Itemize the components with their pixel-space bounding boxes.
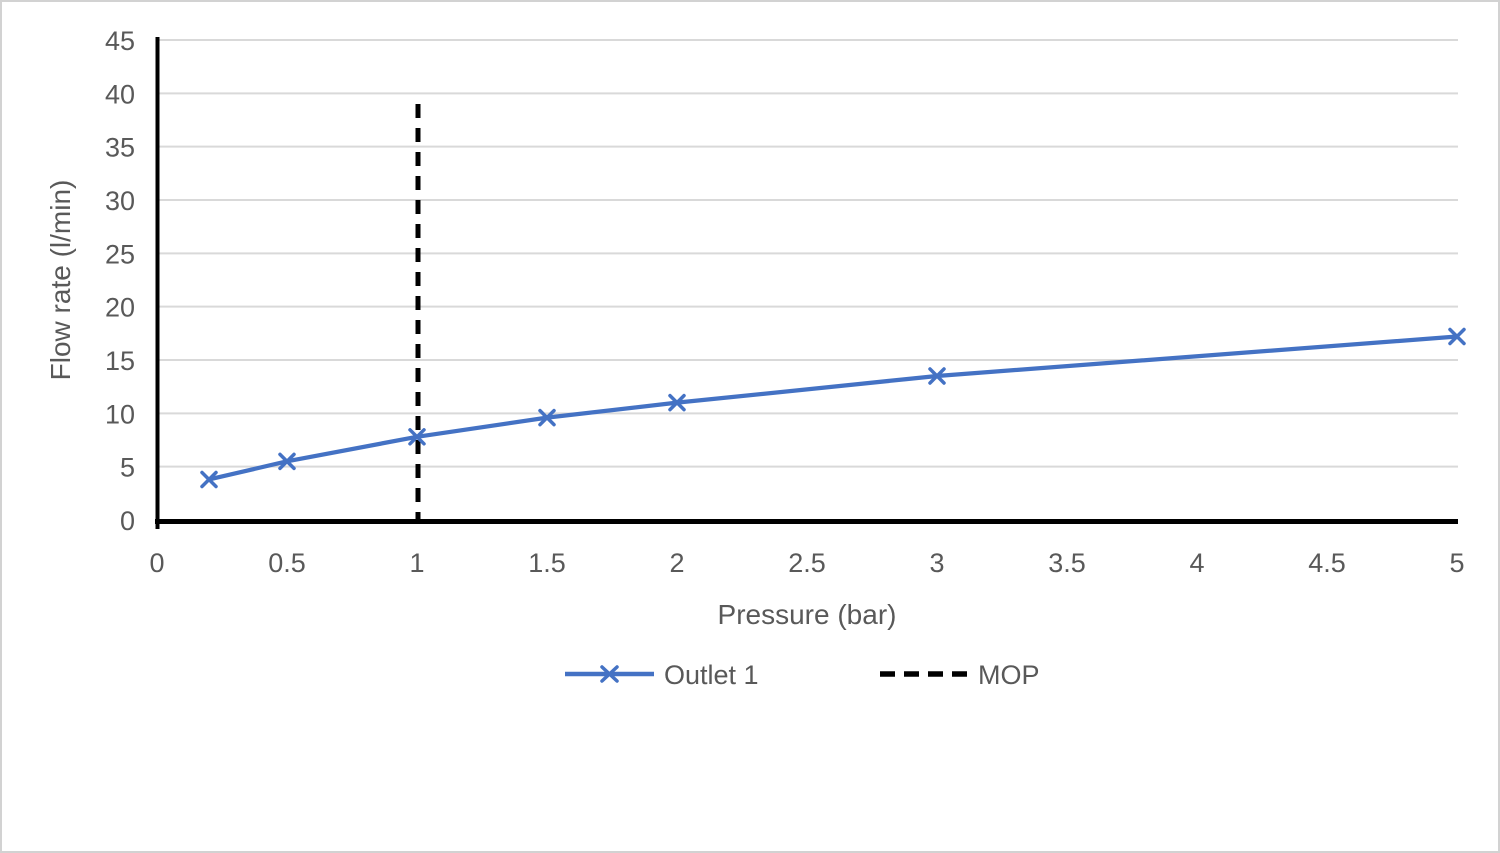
legend-label-mop: MOP [978, 660, 1040, 690]
x-tick-label-5: 5 [1449, 548, 1464, 578]
y-tick-label-10: 10 [105, 399, 135, 429]
x-tick-label-0: 0 [149, 548, 164, 578]
x-tick-label-3.5: 3.5 [1048, 548, 1086, 578]
y-tick-label-5: 5 [120, 453, 135, 483]
y-tick-label-20: 20 [105, 293, 135, 323]
legend: Outlet 1 MOP [565, 660, 1040, 690]
series-layer [200, 327, 1466, 489]
x-tick-label-2.5: 2.5 [788, 548, 826, 578]
y-tick-label-0: 0 [120, 506, 135, 536]
y-tick-label-15: 15 [105, 346, 135, 376]
x-axis-title: Pressure (bar) [718, 599, 897, 630]
legend-item-mop: MOP [880, 660, 1040, 690]
gridlines-layer [158, 39, 1458, 468]
outlet-1-x-marker-1 [408, 428, 426, 446]
outlet-1-x-marker-0.5 [278, 452, 296, 471]
axes-layer [155, 37, 1458, 529]
x-tick-label-1: 1 [409, 548, 424, 578]
x-tick-label-2: 2 [669, 548, 684, 578]
x-tick-label-3: 3 [929, 548, 944, 578]
legend-label-outlet-1: Outlet 1 [664, 660, 759, 690]
y-axis-title: Flow rate (l/min) [45, 180, 76, 381]
x-tick-label-0.5: 0.5 [268, 548, 306, 578]
outlet-1-x-marker-5 [1448, 327, 1466, 346]
outlet-1-line [206, 334, 1460, 482]
outlet-1-x-marker-2 [668, 393, 686, 412]
outlet-1-x-marker-3 [928, 367, 946, 385]
x-tick-label-1.5: 1.5 [528, 548, 566, 578]
legend-item-outlet-1: Outlet 1 [565, 660, 759, 690]
tick-labels-layer: 0 5 10 15 20 25 30 35 40 45 0 0.5 1 1.5 2 2.5 3 3.5 4 4.5 5 [105, 26, 1465, 578]
x-tick-label-4: 4 [1189, 548, 1204, 578]
outlet-1-x-marker-1.5 [538, 408, 556, 427]
x-tick-label-4.5: 4.5 [1308, 548, 1346, 578]
y-tick-label-40: 40 [105, 79, 135, 109]
y-tick-label-45: 45 [105, 26, 135, 56]
outlet-1-x-marker-0.2 [200, 470, 218, 489]
y-tick-label-30: 30 [105, 186, 135, 216]
y-tick-label-25: 25 [105, 239, 135, 269]
y-tick-label-35: 35 [105, 133, 135, 163]
outlet-1-legend-x-marker-icon [600, 665, 619, 683]
